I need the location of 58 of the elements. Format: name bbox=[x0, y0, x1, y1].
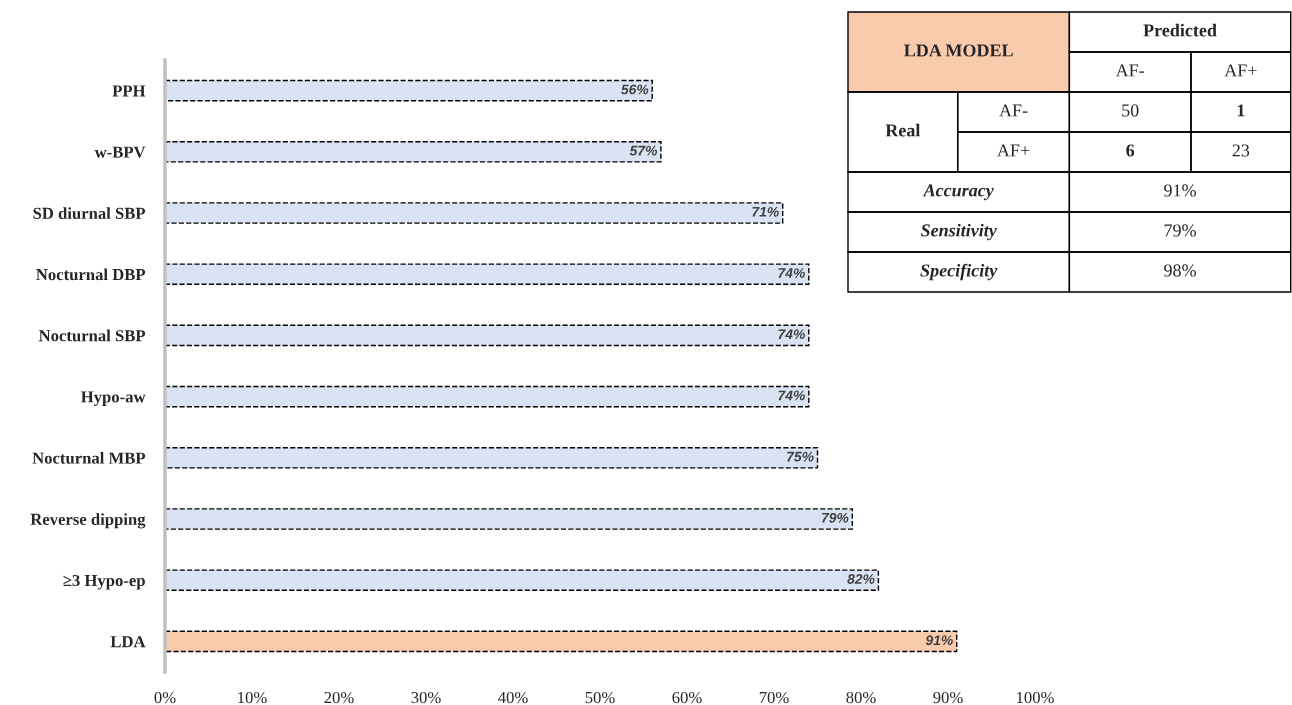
y-tick-label: LDA bbox=[110, 636, 146, 648]
x-tick-label: 0% bbox=[154, 691, 176, 704]
bar bbox=[165, 508, 853, 530]
text: 23 bbox=[1232, 144, 1250, 157]
annotation: Sensitivity bbox=[920, 223, 997, 241]
data-label: 82% bbox=[847, 574, 875, 584]
y-tick-label: Nocturnal DBP bbox=[36, 268, 146, 281]
y-tick-label: w-BPV bbox=[94, 146, 146, 158]
text: AF+ bbox=[1224, 64, 1257, 77]
y-tick-label: Nocturnal SBP bbox=[38, 329, 146, 342]
y-tick-label: Reverse dipping bbox=[30, 513, 146, 529]
bar bbox=[165, 324, 810, 347]
annotation: AF- bbox=[999, 104, 1028, 117]
x-tick-label: 50% bbox=[585, 691, 615, 704]
x-tick-label: 20% bbox=[324, 691, 354, 704]
data-label: 74% bbox=[778, 390, 805, 401]
data-label: 74% bbox=[778, 268, 805, 278]
x-tick-label: 100% bbox=[1017, 691, 1054, 704]
data-label: 75% bbox=[787, 451, 814, 462]
bar bbox=[165, 202, 784, 224]
y-tick-label: Nocturnal MBP bbox=[32, 452, 146, 464]
text: 79% bbox=[1164, 224, 1196, 237]
text: 1 bbox=[1237, 104, 1245, 117]
data-label: 57% bbox=[629, 145, 658, 156]
x-tick-label: 30% bbox=[411, 691, 441, 704]
text: LDA MODEL bbox=[904, 44, 1013, 57]
bar bbox=[165, 447, 819, 469]
x-tick-label: 60% bbox=[672, 691, 702, 704]
annotation: Real bbox=[885, 123, 921, 137]
bar bbox=[165, 263, 810, 285]
y-tick-label: SD diurnal SBP bbox=[33, 207, 146, 219]
x-tick-label: 70% bbox=[759, 691, 789, 704]
text: 91% bbox=[1164, 184, 1196, 197]
text: Predicted bbox=[1143, 23, 1217, 37]
annotation: AF+ bbox=[997, 144, 1030, 157]
data-label: 74% bbox=[778, 329, 805, 340]
text: 6 bbox=[1126, 144, 1135, 157]
bar bbox=[165, 79, 653, 102]
annotation: Specificity bbox=[920, 263, 998, 281]
bar bbox=[165, 385, 810, 408]
y-tick-label: ≥3 Hypo-ep bbox=[63, 574, 145, 590]
bar bbox=[165, 630, 958, 653]
bar bbox=[165, 141, 662, 163]
data-label: 71% bbox=[752, 206, 779, 217]
y-tick-label: Hypo-aw bbox=[81, 391, 146, 406]
x-tick-label: 90% bbox=[933, 691, 963, 704]
y-tick-label: PPH bbox=[112, 85, 146, 97]
x-tick-label: 10% bbox=[238, 691, 267, 704]
x-tick-label: 40% bbox=[498, 691, 528, 704]
bar bbox=[165, 569, 880, 591]
text: 98% bbox=[1164, 264, 1196, 277]
data-label: 79% bbox=[821, 512, 849, 523]
x-tick-label: 80% bbox=[846, 691, 876, 704]
text: AF- bbox=[1115, 64, 1145, 77]
data-label: 56% bbox=[621, 84, 649, 95]
annotation: Accuracy bbox=[922, 184, 994, 201]
text: 50 bbox=[1122, 104, 1139, 117]
data-label: 91% bbox=[925, 635, 953, 646]
